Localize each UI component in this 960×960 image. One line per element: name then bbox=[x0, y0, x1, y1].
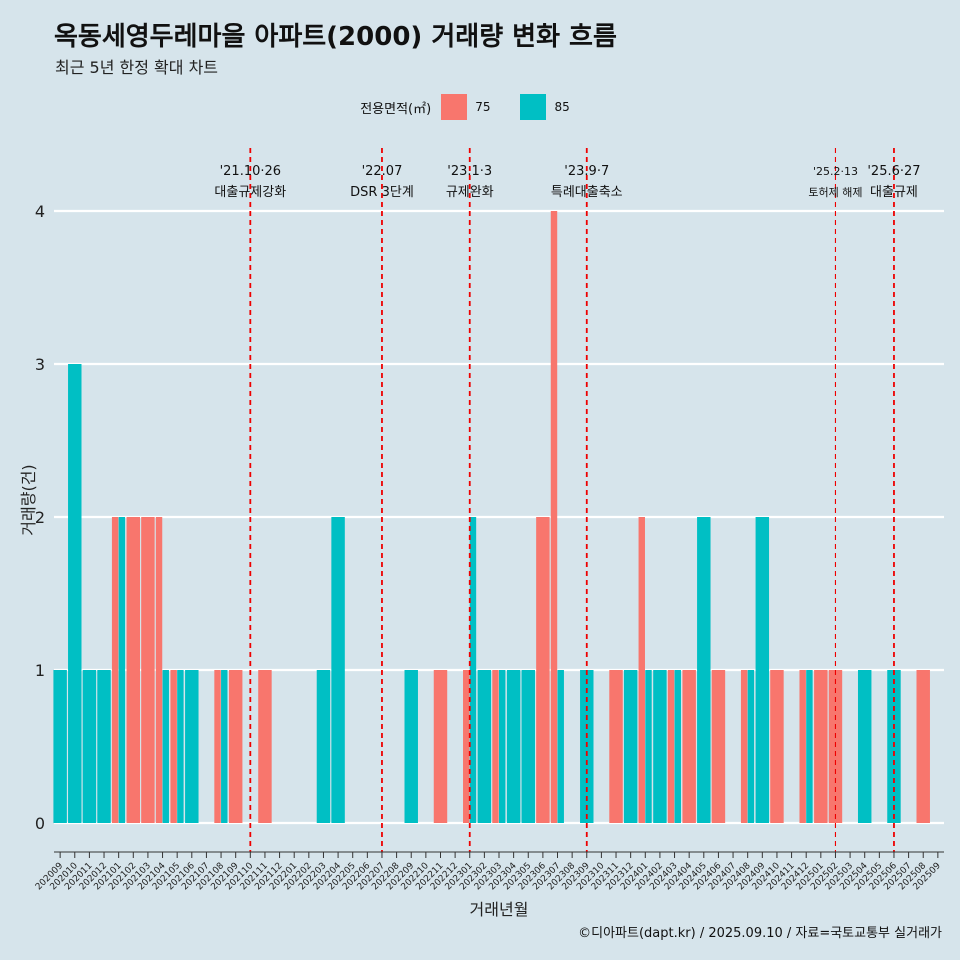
bar-85-202012 bbox=[97, 670, 111, 823]
event-label: 규제완화 bbox=[446, 185, 494, 200]
bar-85-202011 bbox=[82, 670, 97, 823]
event-date: '21.10·26 bbox=[220, 164, 281, 179]
chart-subtitle: 최근 5년 한정 확대 차트 bbox=[55, 58, 219, 77]
legend: 전용면적(㎡) 75 85 bbox=[0, 94, 960, 120]
bar-75-202404 bbox=[682, 670, 696, 823]
y-tick-label: 1 bbox=[35, 661, 45, 680]
bar-85-202312 bbox=[623, 670, 638, 823]
bar-75-202301 bbox=[463, 670, 470, 823]
bar-75-202104 bbox=[155, 517, 163, 823]
bar-85-202010 bbox=[68, 364, 82, 823]
x-axis-title: 거래년월 bbox=[470, 900, 529, 919]
legend-label-85: 85 bbox=[554, 100, 570, 114]
legend-swatch-75 bbox=[441, 94, 468, 120]
bar-75-202501 bbox=[814, 670, 828, 823]
bar-75-202109 bbox=[228, 670, 243, 823]
bar-75-202412 bbox=[799, 670, 806, 823]
event-label: 토허제 해제 bbox=[808, 185, 862, 199]
bar-75-202211 bbox=[433, 670, 448, 823]
bar-85-202303 bbox=[499, 670, 506, 823]
bar-85-202105 bbox=[177, 670, 184, 823]
bar-75-202408 bbox=[740, 670, 748, 823]
bar-85-202302 bbox=[477, 670, 492, 823]
event-date: '23.9·7 bbox=[564, 164, 609, 179]
event-label: 특례대출축소 bbox=[551, 185, 623, 200]
bar-85-202101 bbox=[118, 517, 126, 823]
bar-75-202401 bbox=[638, 517, 645, 823]
chart-title: 옥동세영두레마을 아파트(2000) 거래량 변화 흐름 bbox=[54, 22, 617, 52]
bar-85-202204 bbox=[331, 517, 345, 823]
event-label: DSR 3단계 bbox=[350, 185, 414, 200]
bar-85-202108 bbox=[221, 670, 228, 823]
bar-75-202103 bbox=[141, 517, 155, 823]
bar-75-202303 bbox=[492, 670, 499, 823]
legend-label-75: 75 bbox=[475, 100, 491, 114]
bar-75-202410 bbox=[770, 670, 784, 823]
bar-75-202102 bbox=[126, 517, 141, 823]
bar-85-202104 bbox=[162, 670, 169, 823]
bar-75-202403 bbox=[667, 670, 675, 823]
bar-85-202412 bbox=[806, 670, 813, 823]
bar-85-202408 bbox=[747, 670, 755, 823]
bar-85-202009 bbox=[53, 670, 67, 823]
bar-85-202305 bbox=[521, 670, 535, 823]
bar-75-202508 bbox=[916, 670, 930, 823]
bar-85-202405 bbox=[697, 517, 711, 823]
bar-85-202409 bbox=[755, 517, 770, 823]
chart-caption: ©디아파트(dapt.kr) / 2025.09.10 / 자료=국토교통부 실… bbox=[578, 926, 942, 941]
event-label: 대출규제 bbox=[870, 185, 918, 200]
bar-85-202504 bbox=[857, 670, 872, 823]
bar-85-202403 bbox=[674, 670, 681, 823]
bar-85-202304 bbox=[506, 670, 521, 823]
bar-75-202105 bbox=[170, 670, 177, 823]
legend-title: 전용면적(㎡) bbox=[360, 101, 432, 117]
y-tick-label: 3 bbox=[35, 355, 45, 374]
bar-85-202209 bbox=[404, 670, 418, 823]
y-tick-label: 4 bbox=[35, 202, 45, 221]
bar-75-202108 bbox=[214, 670, 221, 823]
event-date: '25.6·27 bbox=[867, 164, 920, 179]
bar-75-202101 bbox=[111, 517, 119, 823]
bar-85-202401 bbox=[645, 670, 652, 823]
bar-85-202301 bbox=[469, 517, 477, 823]
bar-85-202106 bbox=[185, 670, 199, 823]
bar-75-202111 bbox=[258, 670, 272, 823]
bar-75-202311 bbox=[609, 670, 623, 823]
bar-85-202307 bbox=[557, 670, 564, 823]
y-tick-label: 2 bbox=[35, 508, 45, 527]
y-tick-label: 0 bbox=[35, 814, 45, 833]
event-date: '23.1·3 bbox=[447, 164, 492, 179]
y-axis-title: 거래량(건) bbox=[19, 464, 38, 535]
event-label: 대출규제강화 bbox=[214, 185, 286, 200]
bar-75-202406 bbox=[711, 670, 726, 823]
legend-swatch-85 bbox=[520, 94, 547, 120]
bar-75-202307 bbox=[550, 211, 558, 823]
event-date: '22.07 bbox=[362, 164, 403, 179]
event-date: '25.2·13 bbox=[813, 165, 858, 178]
bar-75-202306 bbox=[536, 517, 550, 823]
bar-85-202402 bbox=[653, 670, 667, 823]
bar-85-202203 bbox=[316, 670, 331, 823]
